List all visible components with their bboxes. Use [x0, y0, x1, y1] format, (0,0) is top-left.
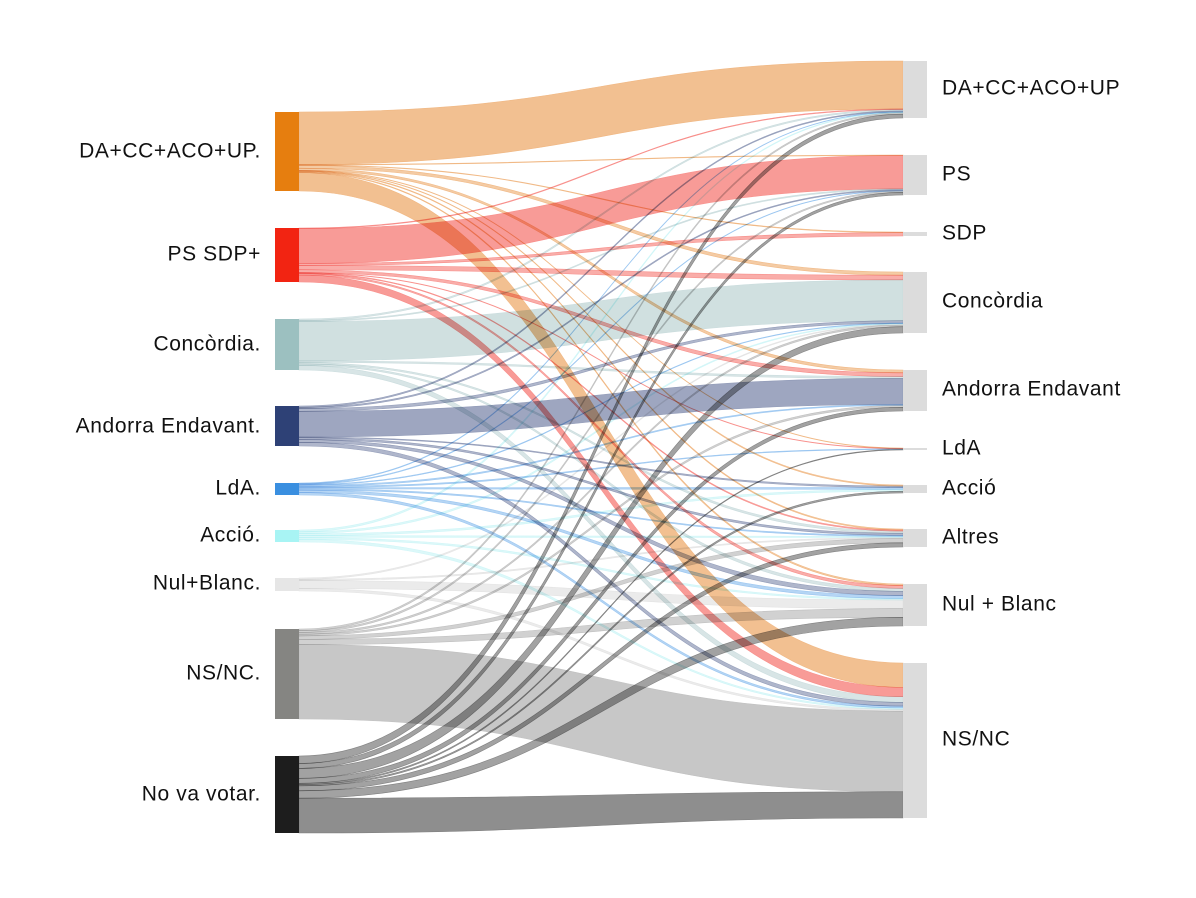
left-node-label-ae: Andorra Endavant.	[76, 415, 261, 438]
flow-nv-to-ns	[298, 791, 904, 834]
left-nodes-layer	[275, 112, 299, 833]
left-node-label-ns: NS/NC.	[186, 662, 261, 685]
right-node-acc	[903, 485, 927, 493]
left-node-label-nv: No va votar.	[142, 783, 261, 806]
left-node-ps	[275, 228, 299, 282]
left-node-acc	[275, 530, 299, 542]
right-node-label-ns: NS/NC	[942, 728, 1010, 751]
right-node-label-sdp: SDP	[942, 222, 987, 245]
left-node-label-lda: LdA.	[215, 477, 261, 500]
flow-lda-to-acc	[298, 487, 904, 490]
flows-layer	[298, 60, 904, 834]
left-node-label-nb: Nul+Blanc.	[153, 572, 261, 595]
right-node-con	[903, 272, 927, 333]
left-node-con	[275, 319, 299, 370]
flow-da-to-da	[298, 60, 904, 165]
left-node-da	[275, 112, 299, 191]
left-node-label-acc: Acció.	[200, 524, 261, 547]
right-node-label-alt: Altres	[942, 526, 999, 549]
left-node-nv	[275, 756, 299, 833]
right-node-label-acc: Acció	[942, 477, 996, 500]
left-node-nb	[275, 578, 299, 591]
right-node-label-con: Concòrdia	[942, 290, 1043, 313]
right-node-ae	[903, 370, 927, 411]
right-node-alt	[903, 529, 927, 547]
right-node-da	[903, 61, 927, 118]
left-node-label-da: DA+CC+ACO+UP.	[79, 140, 261, 163]
right-node-label-nb: Nul + Blanc	[942, 593, 1057, 616]
left-node-ns	[275, 629, 299, 719]
right-node-sdp	[903, 232, 927, 236]
right-node-ns	[903, 663, 927, 818]
flow-ps-to-con	[298, 265, 904, 281]
left-node-lda	[275, 483, 299, 495]
right-node-label-lda: LdA	[942, 437, 981, 460]
right-nodes-layer	[903, 61, 927, 818]
left-node-label-ps: PS SDP+	[168, 243, 262, 266]
right-node-label-ps: PS	[942, 163, 971, 186]
right-node-label-da: DA+CC+ACO+UP	[942, 77, 1120, 100]
left-node-ae	[275, 406, 299, 446]
labels-layer: DA+CC+ACO+UP. PS SDP+ Concòrdia. Andorra En…	[76, 77, 1121, 806]
flow-acc-to-alt	[298, 535, 904, 538]
right-node-lda	[903, 448, 927, 450]
right-node-label-ae: Andorra Endavant	[942, 378, 1121, 401]
left-node-label-con: Concòrdia.	[153, 333, 261, 356]
right-node-ps	[903, 155, 927, 195]
right-node-nb	[903, 584, 927, 626]
